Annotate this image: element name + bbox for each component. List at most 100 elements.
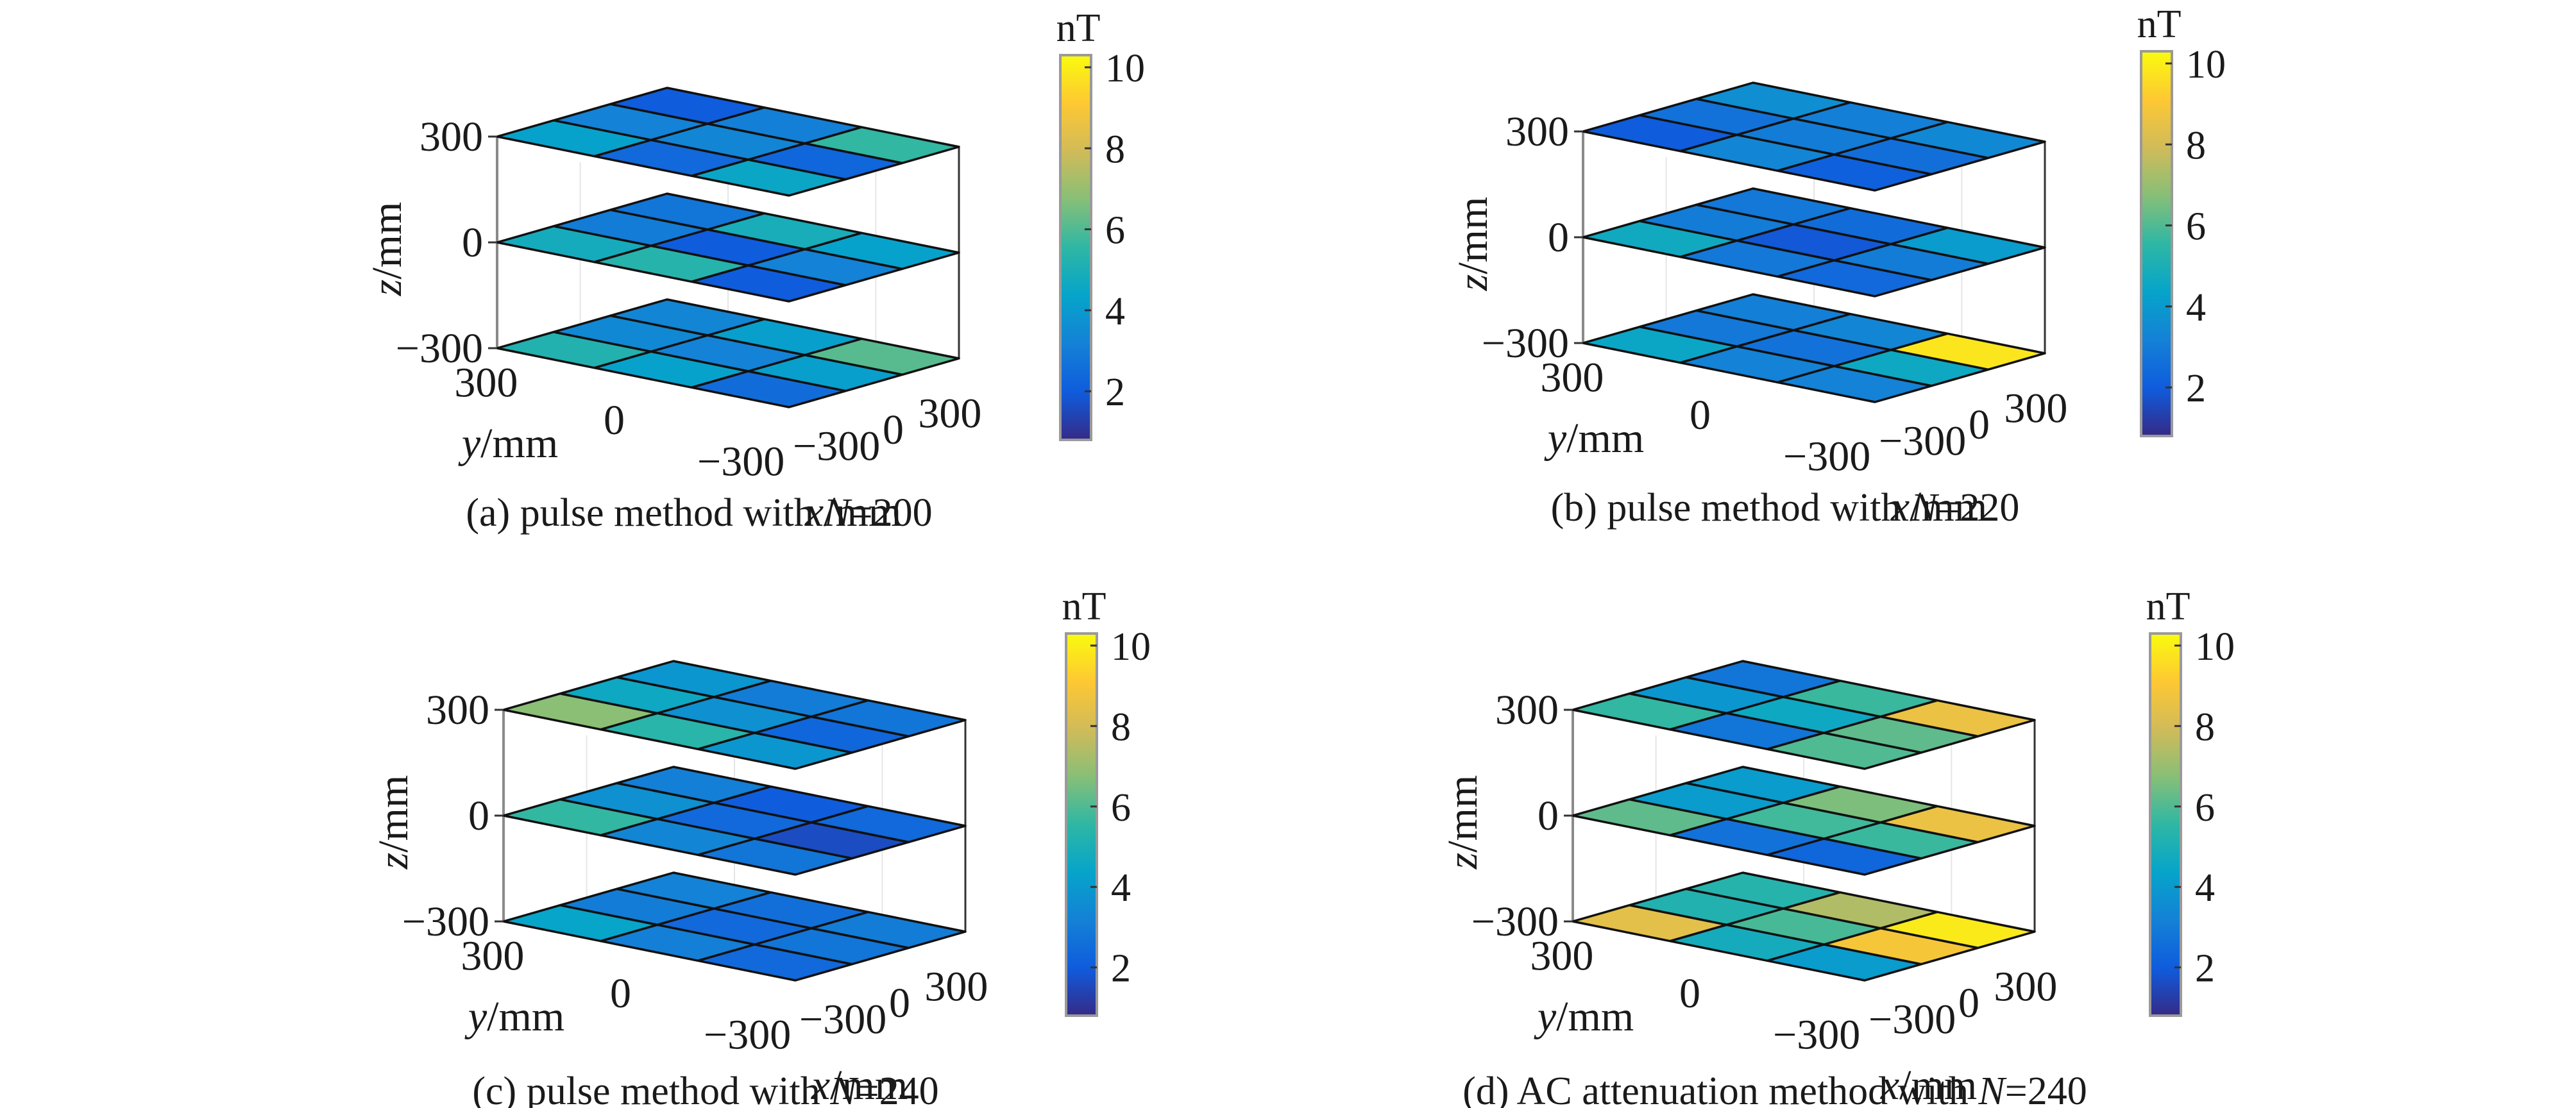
colorbar-tick-label: 2 <box>2186 367 2206 410</box>
x-tick-label: 0 <box>1969 401 1990 448</box>
panel-caption: (c) pulse method with N=240 <box>472 1070 938 1108</box>
z-axis-label: z/mm <box>364 202 411 297</box>
colorbar-tick-label: 2 <box>1105 371 1125 414</box>
y-tick-label: 0 <box>1679 970 1700 1017</box>
x-tick-label: −300 <box>1868 996 1956 1043</box>
cell-z-300-y-300-x300 <box>1890 332 2046 371</box>
cell-z-300-y-300-x300 <box>804 337 960 376</box>
panel-caption: (d) AC attenuation method with N=240 <box>1462 1070 2087 1108</box>
x-tick-label: −300 <box>1879 417 1966 464</box>
colorbar-tick-label: 8 <box>1111 705 1131 749</box>
y-tick-label: 300 <box>1540 354 1604 401</box>
colorbar-tick-label: 10 <box>2186 43 2226 87</box>
cell-z300-y-300-x300 <box>810 699 967 738</box>
x-tick-label: 300 <box>924 964 988 1011</box>
colorbar-tick-label: 4 <box>1111 866 1131 910</box>
colorbar <box>1065 632 1098 1017</box>
x-tick-label: 300 <box>1994 964 2057 1011</box>
z-tick-label: 0 <box>1548 214 1569 261</box>
y-tick-label: 0 <box>604 397 625 444</box>
x-tick-label: −300 <box>793 423 880 469</box>
colorbar-tick-label: 2 <box>2195 947 2215 991</box>
z-tick-label: −300 <box>1482 320 1569 367</box>
x-axis-label: x/mm <box>1880 1062 1977 1108</box>
x-tick-label: 300 <box>2004 385 2067 432</box>
cell-z0-y-300-x300 <box>804 231 960 271</box>
x-tick-label: −300 <box>799 996 886 1043</box>
panel-caption: (a) pulse method with N=200 <box>466 491 932 535</box>
x-tick-label: 0 <box>883 407 904 453</box>
cell-z0-y-300-x300 <box>1879 805 2036 844</box>
colorbar-tick-label: 10 <box>1111 625 1151 669</box>
z-axis-label: z/mm <box>370 775 417 870</box>
cell-z300-y-300-x300 <box>1890 121 2046 160</box>
layer-z-0 <box>1572 766 2036 876</box>
panel-caption: (b) pulse method with N=220 <box>1551 486 2020 530</box>
colorbar-tick-label: 8 <box>1105 128 1125 171</box>
layer-z-300 <box>1582 81 2046 192</box>
y-axis-label: y/mm <box>458 420 558 467</box>
cell-z0-y-300-x300 <box>1890 226 2046 265</box>
colorbar-tick-label: 10 <box>1105 47 1145 90</box>
colorbar-tick-label: 8 <box>2186 124 2206 167</box>
colorbar-tick-label: 8 <box>2195 705 2215 749</box>
colorbar-tick-label: 4 <box>2186 286 2206 330</box>
colorbar-unit-label: nT <box>1062 585 1106 628</box>
y-tick-label: −300 <box>697 439 784 485</box>
colorbar-tick-label: 2 <box>1111 947 1131 991</box>
y-tick-label: 300 <box>461 932 524 979</box>
colorbar-unit-label: nT <box>1056 6 1101 50</box>
cell-z300-y-300-x300 <box>1879 699 2036 738</box>
colorbar-unit-label: nT <box>2137 3 2182 46</box>
colorbar-tick-label: 6 <box>1105 209 1125 253</box>
colorbar-tick-label: 6 <box>2186 205 2206 249</box>
z-tick-label: 300 <box>1495 687 1559 734</box>
z-tick-label: 300 <box>419 113 483 160</box>
y-tick-label: 0 <box>1690 392 1711 439</box>
y-tick-label: −300 <box>704 1012 791 1059</box>
z-tick-label: 300 <box>426 687 489 734</box>
cell-z-300-y-300-x300 <box>1879 911 2036 950</box>
cell-z-300-y-300-x300 <box>810 911 967 950</box>
colorbar <box>2140 50 2173 437</box>
y-tick-label: −300 <box>1773 1012 1860 1059</box>
colorbar <box>1059 54 1092 441</box>
layer-z-0 <box>1582 187 2046 298</box>
colorbar-tick-label: 4 <box>1105 290 1125 333</box>
y-tick-label: 300 <box>454 359 518 406</box>
layer-z-300 <box>1572 660 2036 770</box>
z-tick-label: 300 <box>1505 108 1569 155</box>
z-axis-label: z/mm <box>1439 775 1486 870</box>
z-tick-label: −300 <box>402 898 489 945</box>
colorbar-tick-label: 6 <box>2195 786 2215 830</box>
y-tick-label: 300 <box>1530 932 1593 979</box>
layer-z-300 <box>502 660 967 770</box>
layer-z-300 <box>496 87 960 197</box>
colorbar-tick-label: 10 <box>2195 625 2235 669</box>
layer-z-0 <box>496 192 960 303</box>
layer-z--300 <box>502 871 967 982</box>
z-axis-label: z/mm <box>1450 197 1496 292</box>
layer-z-0 <box>502 766 967 876</box>
y-axis-label: y/mm <box>464 993 564 1040</box>
z-tick-label: 0 <box>1538 793 1559 839</box>
x-tick-label: 0 <box>889 980 910 1027</box>
x-axis-label: x/mm <box>811 1062 908 1108</box>
x-axis-label: x/mm <box>804 489 901 535</box>
cell-z300-y-300-x300 <box>804 126 960 165</box>
y-tick-label: −300 <box>1783 433 1870 480</box>
z-tick-label: 0 <box>462 219 483 266</box>
y-axis-label: y/mm <box>1544 415 1644 462</box>
colorbar-tick-label: 6 <box>1111 786 1131 830</box>
colorbar <box>2149 632 2182 1017</box>
x-tick-label: 0 <box>1958 980 1979 1027</box>
x-tick-label: 300 <box>918 390 981 437</box>
colorbar-tick-label: 4 <box>2195 866 2215 910</box>
y-axis-label: y/mm <box>1534 993 1634 1040</box>
z-tick-label: 0 <box>468 793 489 839</box>
